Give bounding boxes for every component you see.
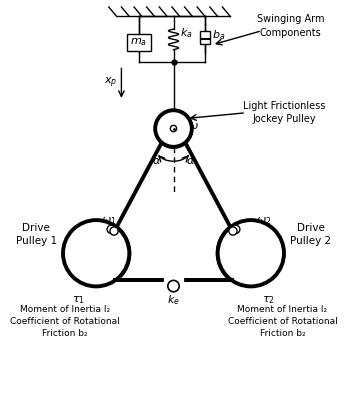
FancyBboxPatch shape (200, 31, 210, 44)
Text: $\omega$: $\omega$ (188, 121, 198, 131)
Circle shape (168, 280, 179, 292)
Circle shape (218, 220, 284, 286)
Circle shape (232, 225, 240, 233)
Text: Drive
Pulley 2: Drive Pulley 2 (290, 223, 331, 246)
Text: Swinging Arm
Components: Swinging Arm Components (256, 14, 324, 38)
Text: Drive
Pulley 1: Drive Pulley 1 (16, 223, 57, 246)
Circle shape (155, 110, 192, 147)
Text: $\alpha$: $\alpha$ (186, 156, 195, 166)
Circle shape (110, 227, 118, 235)
Text: $k_a$: $k_a$ (180, 26, 193, 40)
Text: $k_e$: $k_e$ (167, 294, 180, 307)
Text: $\tau_2$: $\tau_2$ (262, 294, 274, 306)
Text: $\omega_1$: $\omega_1$ (101, 215, 117, 227)
Text: $x_p$: $x_p$ (104, 76, 118, 90)
Text: $\alpha$: $\alpha$ (152, 156, 161, 166)
Circle shape (170, 126, 177, 132)
Text: $b_a$: $b_a$ (212, 28, 225, 42)
Text: Moment of Inertia I₂
Coefficient of Rotational
Friction b₂: Moment of Inertia I₂ Coefficient of Rota… (228, 305, 337, 338)
Circle shape (107, 225, 115, 233)
Text: $k_d$: $k_d$ (244, 217, 257, 231)
Text: $k_c$: $k_c$ (90, 217, 103, 231)
Text: $\tau_1$: $\tau_1$ (72, 294, 85, 306)
Circle shape (229, 227, 237, 235)
Text: $r_2$: $r_2$ (238, 258, 248, 271)
Text: $m_a$: $m_a$ (130, 36, 147, 48)
Text: $\omega_2$: $\omega_2$ (256, 215, 271, 227)
Circle shape (63, 220, 129, 286)
Text: Light Frictionless
Jockey Pulley: Light Frictionless Jockey Pulley (243, 101, 325, 124)
Text: $r_1$: $r_1$ (99, 258, 109, 271)
Text: Moment of Inertia I₂
Coefficient of Rotational
Friction b₂: Moment of Inertia I₂ Coefficient of Rota… (10, 305, 119, 338)
FancyBboxPatch shape (127, 34, 151, 51)
